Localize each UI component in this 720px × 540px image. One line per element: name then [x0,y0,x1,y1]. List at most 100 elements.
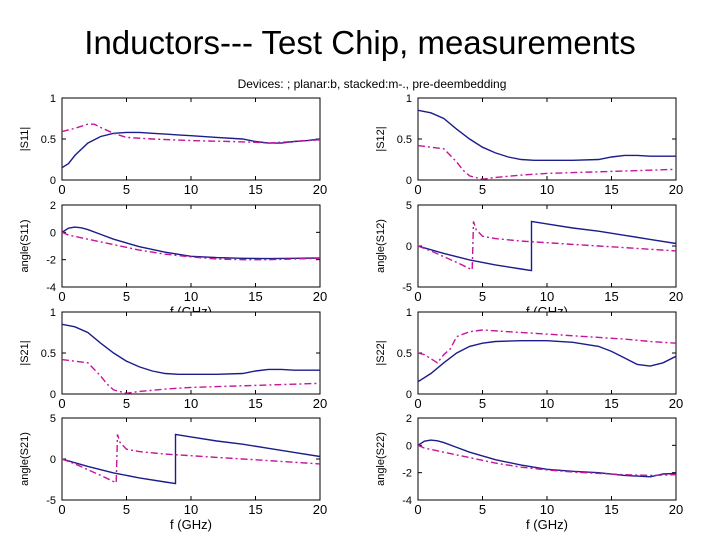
y-tick-label: -2 [46,255,56,267]
series-line-planar [418,220,676,272]
y-tick-label: 1 [50,93,56,105]
x-tick-label: 15 [604,502,618,517]
x-tick-label: 20 [669,182,683,197]
x-tick-label: 10 [540,396,554,411]
y-tick-label: 0 [50,227,56,239]
x-tick-label: 5 [479,182,486,197]
x-tick-label: 5 [479,396,486,411]
y-tick-label: 2 [406,413,412,425]
x-tick-label: 10 [540,502,554,517]
x-tick-label: 15 [604,396,618,411]
panel-bottom-left-magnitude: 0 5 10 15 20 0 0.5 1 |S21| [19,307,327,411]
plot-frame [417,311,677,395]
plot-frame [61,417,321,501]
series-line-planar [62,323,320,375]
x-tick-label: 0 [58,396,65,411]
x-tick-label: 10 [184,182,198,197]
y-tick-label: 1 [50,307,56,319]
plot-frame [61,97,321,181]
y-tick-label: 0.5 [41,134,56,146]
x-tick-label: 0 [58,502,65,517]
x-tick-label: 15 [604,182,618,197]
x-tick-label: 5 [479,289,486,304]
y-axis-label: angle(S11) [19,220,31,273]
panel-top-right-magnitude: 0 5 10 15 20 0 0.5 1 |S12| [375,93,683,197]
x-tick-label: 15 [248,289,262,304]
series-line-stacked [62,123,320,144]
y-tick-label: -4 [46,282,56,294]
y-tick-label: 0 [406,440,412,452]
figure-subtitle: Devices: ; planar:b, stacked:m-., pre-de… [238,77,507,91]
panel-bottom-right-magnitude: 0 5 10 15 20 0 0.5 1 |S22| [375,307,683,411]
series-line-planar [62,226,320,260]
series-line-stacked [62,434,320,484]
panel-bottom-right-angle: 0 5 10 15 20 -4 -2 0 2 angle(S22) f (GHz) [375,413,683,532]
x-tick-label: 15 [248,396,262,411]
y-tick-label: 0 [406,175,412,187]
series-line-stacked [62,358,320,394]
y-axis-label: |S21| [19,340,31,365]
plot-frame [417,417,677,501]
series-line-stacked [418,329,676,364]
x-tick-label: 10 [184,396,198,411]
y-tick-label: 0.5 [397,134,412,146]
y-tick-label: -5 [46,495,56,507]
x-tick-label: 0 [414,502,421,517]
x-tick-label: 20 [313,502,327,517]
series-line-planar [62,433,320,485]
x-tick-label: 5 [479,502,486,517]
y-tick-label: 2 [50,200,56,212]
plot-frame [61,204,321,288]
y-tick-label: -2 [402,468,412,480]
y-tick-label: -5 [402,282,412,294]
x-tick-label: 5 [123,289,130,304]
y-tick-label: 0.5 [41,348,56,360]
y-tick-label: -4 [402,495,412,507]
y-tick-label: 5 [406,200,412,212]
y-axis-label: angle(S22) [375,432,387,486]
series-line-stacked [418,444,676,477]
x-tick-label: 5 [123,396,130,411]
x-tick-label: 20 [669,396,683,411]
x-axis-label: f (GHz) [526,517,568,532]
series-line-stacked [418,221,676,271]
y-tick-label: 0 [406,389,412,401]
y-tick-label: 0 [50,389,56,401]
x-tick-label: 20 [313,289,327,304]
series-line-planar [418,340,676,383]
y-tick-label: 1 [406,307,412,319]
x-tick-label: 5 [123,502,130,517]
plot-frame [417,204,677,288]
x-tick-label: 10 [184,502,198,517]
x-tick-label: 0 [414,289,421,304]
x-tick-label: 20 [669,502,683,517]
y-tick-label: 0 [50,175,56,187]
plot-frame [417,97,677,181]
series-line-stacked [62,231,320,261]
series-line-planar [418,109,676,162]
x-tick-label: 0 [414,396,421,411]
x-tick-label: 20 [313,182,327,197]
panel-top-left-magnitude: 0 5 10 15 20 0 0.5 1 |S11| [19,93,327,197]
x-tick-label: 15 [248,502,262,517]
y-tick-label: 0 [50,454,56,466]
x-tick-label: 0 [58,182,65,197]
plot-frame [61,311,321,395]
x-tick-label: 15 [604,289,618,304]
y-axis-label: angle(S12) [375,219,387,273]
x-axis-label: f (GHz) [170,517,212,532]
y-axis-label: |S22| [375,340,387,365]
x-tick-label: 5 [123,182,130,197]
x-tick-label: 20 [669,289,683,304]
series-line-stacked [418,144,676,180]
y-tick-label: 0 [406,241,412,253]
y-tick-label: 5 [50,413,56,425]
x-tick-label: 0 [414,182,421,197]
x-tick-label: 20 [313,396,327,411]
x-tick-label: 10 [184,289,198,304]
